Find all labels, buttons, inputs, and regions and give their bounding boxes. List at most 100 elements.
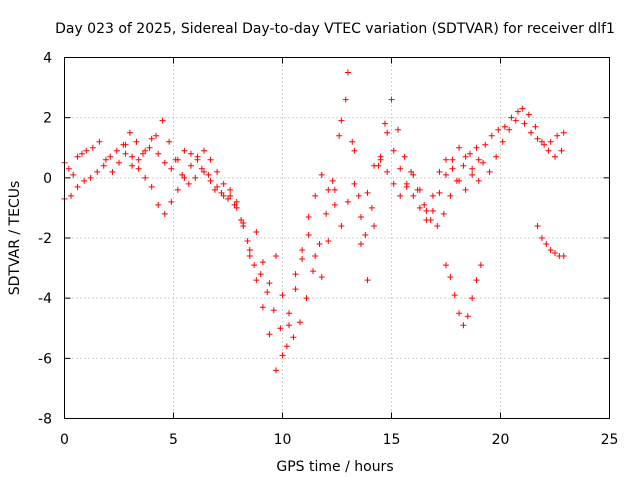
x-tick-label: 25 — [601, 432, 619, 448]
data-point — [552, 153, 558, 160]
data-point — [384, 129, 391, 136]
data-point — [279, 352, 286, 359]
data-point — [344, 69, 351, 76]
data-point — [466, 150, 473, 157]
data-point — [81, 177, 88, 184]
data-point — [558, 147, 565, 154]
data-point — [429, 192, 436, 199]
data-point — [397, 192, 404, 199]
data-point — [554, 132, 561, 139]
data-point — [318, 171, 325, 178]
data-point — [181, 147, 188, 154]
data-point — [462, 153, 469, 160]
data-point — [253, 228, 260, 235]
data-point — [364, 189, 371, 196]
data-point — [207, 156, 214, 163]
data-point — [534, 135, 541, 142]
data-point — [355, 192, 362, 199]
data-point — [429, 207, 436, 214]
data-point — [434, 222, 441, 229]
data-point — [272, 367, 279, 374]
series-e — [534, 222, 567, 260]
data-point — [214, 183, 221, 190]
data-point — [155, 150, 162, 157]
data-point — [135, 165, 142, 172]
data-point — [286, 322, 293, 329]
y-tick-label: 4 — [43, 51, 52, 67]
data-point — [316, 241, 323, 248]
data-point — [532, 123, 539, 130]
data-point — [312, 253, 319, 260]
x-tick-label: 0 — [60, 432, 69, 448]
data-point — [198, 165, 205, 172]
data-point — [181, 174, 188, 181]
data-point — [283, 343, 290, 350]
chart-title: Day 023 of 2025, Sidereal Day-to-day VTE… — [55, 21, 615, 37]
data-point — [493, 153, 500, 160]
data-point — [303, 295, 310, 302]
y-tick-label: -6 — [38, 351, 52, 367]
data-point — [331, 186, 338, 193]
data-point — [211, 186, 218, 193]
data-points — [61, 69, 567, 374]
y-tick-label: 0 — [43, 171, 52, 187]
data-point — [185, 180, 192, 187]
data-point — [253, 277, 260, 284]
data-point — [547, 138, 554, 145]
data-point — [290, 334, 297, 341]
data-point — [296, 319, 303, 326]
data-point — [488, 132, 495, 139]
data-point — [129, 153, 136, 160]
data-point — [443, 262, 449, 269]
data-point — [403, 180, 410, 187]
data-point — [207, 177, 214, 184]
data-point — [449, 156, 456, 163]
data-point — [464, 313, 471, 320]
data-point — [401, 153, 408, 160]
data-point — [338, 222, 345, 229]
plot-frame — [64, 57, 610, 419]
data-point — [475, 177, 482, 184]
data-point — [323, 210, 330, 217]
data-point — [277, 325, 284, 332]
data-point — [371, 222, 378, 229]
data-point — [543, 241, 550, 248]
data-point — [381, 120, 388, 127]
data-point — [351, 180, 358, 187]
data-point — [231, 201, 238, 208]
data-point — [440, 210, 447, 217]
data-point — [514, 108, 521, 115]
data-point — [155, 201, 162, 208]
data-point — [538, 235, 545, 241]
data-point — [70, 171, 77, 178]
data-point — [148, 135, 155, 142]
data-point — [168, 198, 175, 205]
data-point — [477, 262, 484, 269]
data-point — [534, 222, 541, 229]
data-point — [390, 147, 397, 154]
data-point — [159, 117, 166, 124]
data-point — [153, 132, 160, 139]
data-point — [473, 277, 480, 284]
data-point — [142, 174, 149, 181]
data-point — [357, 241, 364, 248]
data-point — [74, 183, 81, 190]
data-point — [96, 138, 103, 145]
data-point — [329, 177, 336, 184]
data-point — [436, 168, 443, 175]
data-point — [68, 192, 75, 199]
data-point — [246, 253, 253, 260]
data-point — [129, 162, 136, 169]
data-point — [364, 277, 371, 284]
data-point — [469, 165, 476, 172]
data-point — [233, 198, 240, 205]
data-point — [362, 231, 369, 238]
data-point — [547, 247, 554, 254]
data-point — [453, 177, 460, 184]
data-point — [139, 150, 146, 157]
data-point — [506, 126, 513, 133]
data-point — [233, 204, 240, 211]
data-point — [473, 144, 480, 151]
data-point — [495, 126, 502, 133]
data-point — [368, 204, 375, 211]
